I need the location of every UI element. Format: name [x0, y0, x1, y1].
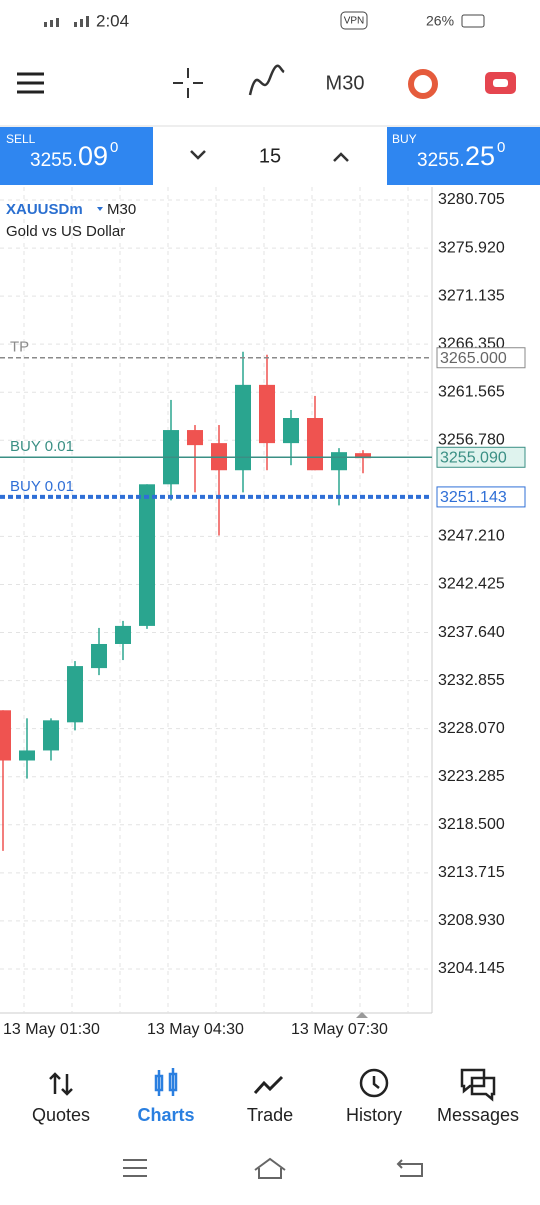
price-tag [436, 347, 526, 369]
y-tick-label: 3256.780 [438, 432, 505, 449]
y-tick-label: 3208.930 [438, 912, 505, 929]
crosshair-button[interactable] [173, 68, 203, 98]
candle-body [235, 384, 251, 471]
y-tick-label: 3237.640 [438, 624, 505, 641]
candle-body [43, 720, 59, 751]
level-label: BUY 0.01 [10, 478, 74, 495]
candle-body [331, 452, 347, 471]
nav-label[interactable]: Charts [137, 1105, 194, 1125]
chart-description: Gold vs US Dollar [6, 223, 125, 240]
y-tick-label: 3204.145 [438, 960, 505, 977]
sell-price-big: 09 [78, 141, 108, 171]
y-tick-label: 3247.210 [438, 528, 505, 545]
x-tick-label: 13 May 04:30 [147, 1021, 244, 1038]
price-tag [436, 446, 526, 468]
signal-icons [44, 16, 89, 27]
price-tag [436, 486, 526, 508]
candle-body [355, 453, 371, 459]
buy-price-main: 3255. [417, 150, 465, 171]
charts-icon [154, 1068, 178, 1096]
y-tick-label: 3275.920 [438, 239, 505, 256]
lot-size[interactable]: 15 [259, 145, 281, 167]
vertical-grid [23, 187, 409, 1013]
sell-label: SELL [6, 132, 36, 146]
history-hand [372, 1076, 380, 1089]
trade-button-inner [493, 79, 508, 87]
y-tick-label: 3242.425 [438, 576, 505, 593]
sell-price-main: 3255. [30, 150, 78, 171]
quotes-icon [49, 1072, 73, 1096]
vpn-label: VPN [344, 16, 365, 27]
timeframe-button[interactable]: M30 [326, 72, 365, 94]
buy-label: BUY [392, 132, 417, 146]
candle-body [187, 430, 203, 446]
y-tick-label: 3213.715 [438, 864, 505, 881]
trade-icon [253, 1075, 284, 1095]
vpn-box [340, 11, 368, 30]
y-tick-label: 3232.855 [438, 672, 505, 689]
price-tag-label: 3265.000 [440, 350, 507, 367]
battery-level: 26% [426, 13, 454, 29]
sell-button[interactable] [0, 127, 153, 185]
buy-price-sup: 0 [497, 139, 505, 156]
nav-label[interactable]: History [346, 1105, 402, 1125]
y-tick-label: 3223.285 [438, 768, 505, 785]
lot-increase[interactable] [333, 152, 349, 162]
status-time: 2:04 [96, 11, 129, 30]
menu-button[interactable] [17, 72, 44, 94]
buy-button[interactable] [387, 127, 540, 185]
lot-decrease[interactable] [190, 150, 206, 160]
system-nav [123, 1157, 423, 1179]
nav-label[interactable]: Trade [247, 1105, 293, 1125]
sell-price-sup: 0 [110, 139, 118, 156]
chart-symbol: XAUUSDm [6, 201, 83, 218]
y-tick-label: 3261.565 [438, 383, 505, 400]
price-tag-label: 3255.090 [440, 449, 507, 466]
candle-body [259, 384, 275, 444]
battery-icon [461, 14, 485, 28]
indicators-button[interactable] [248, 64, 285, 96]
candle-body [307, 418, 323, 471]
scroll-marker [356, 1012, 368, 1018]
buy-price-big: 25 [465, 141, 495, 171]
symbol-dropdown[interactable] [97, 207, 103, 211]
chart-timeframe: M30 [107, 201, 136, 218]
candle-body [139, 484, 155, 626]
x-tick-label: 13 May 07:30 [291, 1021, 388, 1038]
candle-body [67, 666, 83, 723]
candle-body [0, 710, 11, 761]
candle-body [19, 750, 35, 761]
y-tick-label: 3271.135 [438, 287, 505, 304]
candle-body [91, 643, 107, 669]
price-tag-label: 3251.143 [440, 489, 507, 506]
candle-body [115, 625, 131, 644]
bottom-nav: Quotes Charts Trade History Messages [32, 1105, 519, 1125]
nav-label[interactable]: Messages [437, 1105, 519, 1125]
nav-label[interactable]: Quotes [32, 1105, 90, 1125]
x-tick-label: 13 May 01:30 [3, 1021, 100, 1038]
level-label: TP [10, 339, 29, 356]
y-tick-label: 3228.070 [438, 720, 505, 737]
y-tick-label: 3280.705 [438, 191, 505, 208]
y-tick-label: 3218.500 [438, 816, 505, 833]
candle-body [283, 418, 299, 444]
history-icon [359, 1068, 389, 1098]
level-label: BUY 0.01 [10, 438, 74, 455]
objects-button[interactable] [408, 69, 438, 99]
messages-icon [460, 1068, 496, 1102]
